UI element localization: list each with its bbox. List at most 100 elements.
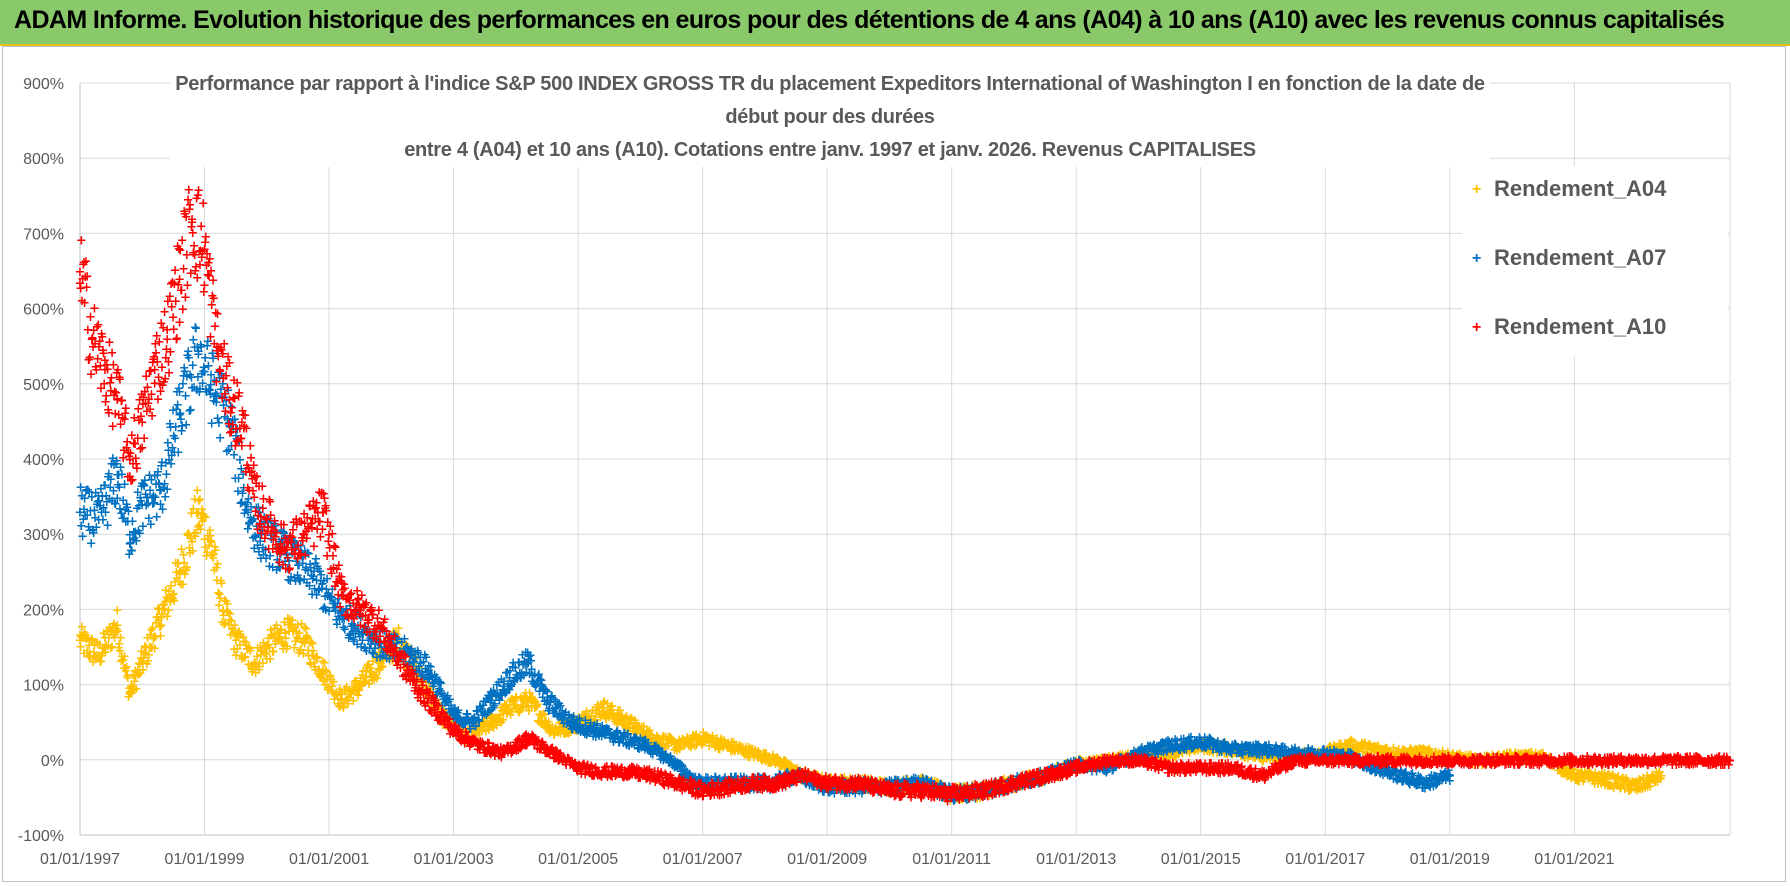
point-rendement-a04: +	[221, 605, 232, 620]
point-rendement-a04: +	[250, 666, 261, 681]
point-rendement-a04: +	[122, 669, 133, 684]
point-rendement-a04: +	[139, 640, 150, 655]
point-rendement-a04: +	[115, 631, 126, 646]
point-rendement-a04: +	[326, 673, 337, 688]
point-rendement-a04: +	[219, 593, 230, 608]
point-rendement-a04: +	[293, 646, 304, 661]
point-rendement-a04: +	[332, 689, 343, 704]
point-rendement-a04: +	[153, 613, 164, 628]
x-tick-label: 01/01/2021	[1534, 851, 1614, 868]
point-rendement-a04: +	[163, 604, 174, 619]
point-rendement-a04: +	[231, 630, 242, 645]
point-rendement-a04: +	[112, 618, 123, 633]
point-rendement-a04: +	[271, 619, 282, 634]
point-rendement-a04: +	[150, 630, 161, 645]
point-rendement-a04: +	[245, 644, 256, 659]
point-rendement-a04: +	[95, 655, 106, 670]
point-rendement-a04: +	[172, 571, 183, 586]
point-rendement-a04: +	[279, 615, 290, 630]
point-rendement-a04: +	[179, 556, 190, 571]
point-rendement-a04: +	[261, 641, 272, 656]
point-rendement-a04: +	[97, 642, 108, 657]
point-rendement-a04: +	[697, 731, 708, 746]
report-title: ADAM Informe. Evolution historique des p…	[14, 6, 1725, 35]
point-rendement-a10: +	[89, 301, 100, 316]
point-rendement-a04: +	[310, 663, 321, 678]
point-rendement-a04: +	[171, 565, 182, 580]
point-rendement-a04: +	[87, 634, 98, 649]
point-rendement-a04: +	[170, 556, 181, 571]
point-rendement-a04: +	[1600, 773, 1611, 788]
y-tick-label: 100%	[23, 678, 64, 695]
point-rendement-a04: +	[104, 620, 115, 635]
point-rendement-a04: +	[243, 657, 254, 672]
point-rendement-a04: +	[233, 627, 244, 642]
point-rendement-a04: +	[173, 556, 184, 571]
point-rendement-a04: +	[272, 627, 283, 642]
point-rendement-a04: +	[189, 492, 200, 507]
point-rendement-a04: +	[151, 616, 162, 631]
point-rendement-a04: +	[318, 666, 329, 681]
point-rendement-a04: +	[118, 653, 129, 668]
point-rendement-a04: +	[213, 599, 224, 614]
point-rendement-a04: +	[84, 649, 95, 664]
point-rendement-a04: +	[158, 599, 169, 614]
point-rendement-a10: +	[234, 386, 245, 401]
point-rendement-a04: +	[312, 650, 323, 665]
point-rendement-a04: +	[292, 618, 303, 633]
y-tick-label: -100%	[18, 828, 64, 845]
point-rendement-a04: +	[322, 683, 333, 698]
point-rendement-a04: +	[275, 624, 286, 639]
point-rendement-a04: +	[204, 538, 215, 553]
point-rendement-a04: +	[188, 502, 199, 517]
point-rendement-a04: +	[136, 652, 147, 667]
point-rendement-a04: +	[323, 681, 334, 696]
point-rendement-a10: +	[147, 409, 158, 424]
point-rendement-a04: +	[255, 648, 266, 663]
point-rendement-a04: +	[319, 656, 330, 671]
x-tick-label: 01/01/2015	[1161, 851, 1241, 868]
point-rendement-a04: +	[197, 515, 208, 530]
point-rendement-a04: +	[261, 647, 272, 662]
point-rendement-a04: +	[280, 626, 291, 641]
point-rendement-a07: +	[504, 671, 515, 686]
point-rendement-a04: +	[305, 658, 316, 673]
point-rendement-a04: +	[127, 680, 138, 695]
point-rendement-a04: +	[297, 636, 308, 651]
point-rendement-a04: +	[179, 567, 190, 582]
point-rendement-a04: +	[324, 670, 335, 685]
point-rendement-a04: +	[98, 627, 109, 642]
point-rendement-a10: +	[224, 356, 235, 371]
point-rendement-a04: +	[100, 646, 111, 661]
point-rendement-a07: +	[311, 573, 322, 588]
x-tick-label: 01/01/2007	[663, 851, 743, 868]
point-rendement-a04: +	[182, 528, 193, 543]
point-rendement-a04: +	[207, 548, 218, 563]
point-rendement-a04: +	[315, 668, 326, 683]
point-rendement-a04: +	[128, 683, 139, 698]
point-rendement-a04: +	[172, 557, 183, 572]
point-rendement-a04: +	[156, 608, 167, 623]
point-rendement-a04: +	[300, 632, 311, 647]
point-rendement-a04: +	[96, 655, 107, 670]
point-rendement-a04: +	[92, 635, 103, 650]
point-rendement-a04: +	[75, 629, 86, 644]
point-rendement-a04: +	[174, 566, 185, 581]
point-rendement-a04: +	[299, 633, 310, 648]
point-rendement-a04: +	[191, 507, 202, 522]
y-tick-label: 400%	[23, 452, 64, 469]
point-rendement-a04: +	[169, 594, 180, 609]
point-rendement-a04: +	[109, 631, 120, 646]
point-rendement-a04: +	[314, 664, 325, 679]
point-rendement-a04: +	[142, 631, 153, 646]
point-rendement-a10: +	[115, 373, 126, 388]
point-rendement-a07: +	[124, 528, 135, 543]
point-rendement-a04: +	[143, 648, 154, 663]
point-rendement-a10: +	[76, 234, 87, 249]
point-rendement-a04: +	[236, 649, 247, 664]
point-rendement-a04: +	[94, 650, 105, 665]
point-rendement-a04: +	[309, 656, 320, 671]
point-rendement-a04: +	[77, 620, 88, 635]
point-rendement-a04: +	[253, 660, 264, 675]
point-rendement-a04: +	[333, 699, 344, 714]
